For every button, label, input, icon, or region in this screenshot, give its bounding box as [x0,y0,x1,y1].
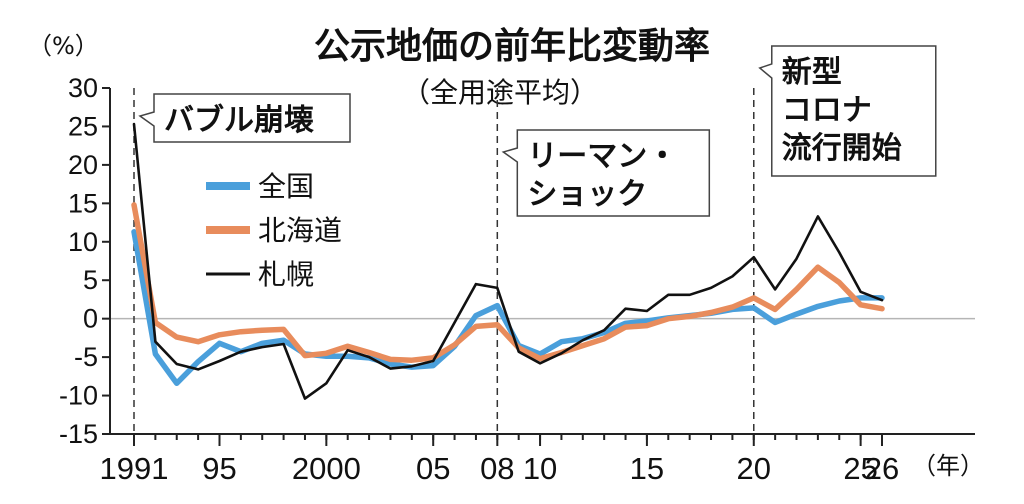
chart-subtitle: （全用途平均） [402,76,598,109]
annotation-label: 流行開始 [782,131,902,166]
annotation-label: ショック [527,177,647,212]
series-line [131,229,885,387]
x-tick-label: 05 [416,451,450,486]
series-line [131,202,885,363]
y-tick-label: 5 [83,265,98,295]
annotation-label: リーマン・ [527,139,677,174]
y-tick-label: 15 [68,188,98,218]
legend-label: 札幌 [258,258,314,291]
y-tick-label: 20 [68,150,98,180]
annotation-box [501,129,711,217]
x-tick-label: 95 [202,451,236,486]
chart-title: 公示地価の前年比変動率 [314,25,710,67]
x-tick-label: 1991 [100,451,169,486]
y-tick-label: -10 [59,381,98,411]
annotation-box [138,93,351,143]
x-tick-label: 10 [523,451,557,486]
x-tick-label: 15 [630,451,664,486]
annotation-label: バブル崩壊 [164,103,314,138]
legend-label: 北海道 [258,214,342,247]
y-tick-label: 0 [83,304,98,334]
x-tick-label: 25 [843,451,877,486]
annotation-label: コロナ [782,93,872,128]
x-tick-label: 26 [865,451,899,486]
annotation-box [758,45,937,177]
x-axis-unit: （年） [912,452,984,480]
series-line [132,122,884,400]
y-tick-label: 10 [68,227,98,257]
x-tick-label: 2000 [292,451,361,486]
annotation-label: 新型 [782,55,842,90]
x-tick-label: 08 [480,451,514,486]
y-tick-label: -5 [74,342,98,372]
y-tick-label: -15 [59,419,98,449]
x-tick-label: 20 [737,451,771,486]
legend-label: 全国 [258,170,314,203]
y-tick-label: 25 [68,111,98,141]
y-axis-unit: （%） [28,32,99,60]
y-tick-label: 30 [68,73,98,103]
